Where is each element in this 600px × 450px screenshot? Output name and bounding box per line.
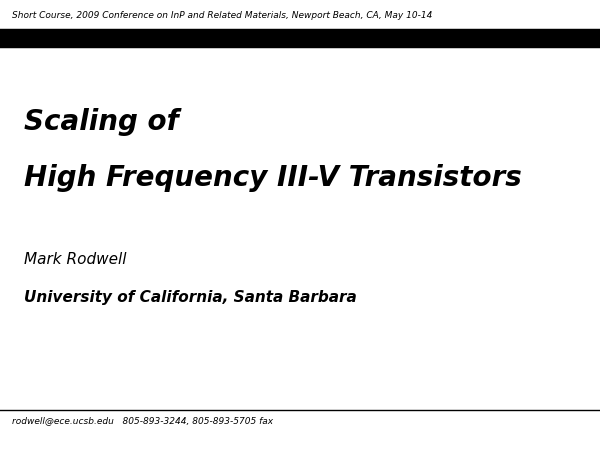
Text: High Frequency III-V Transistors: High Frequency III-V Transistors — [24, 164, 522, 192]
Text: University of California, Santa Barbara: University of California, Santa Barbara — [24, 290, 357, 305]
Text: Short Course, 2009 Conference on InP and Related Materials, Newport Beach, CA, M: Short Course, 2009 Conference on InP and… — [12, 11, 433, 20]
Text: Mark Rodwell: Mark Rodwell — [24, 252, 127, 267]
Text: Scaling of: Scaling of — [24, 108, 179, 136]
Text: rodwell@ece.ucsb.edu   805-893-3244, 805-893-5705 fax: rodwell@ece.ucsb.edu 805-893-3244, 805-8… — [12, 416, 273, 425]
